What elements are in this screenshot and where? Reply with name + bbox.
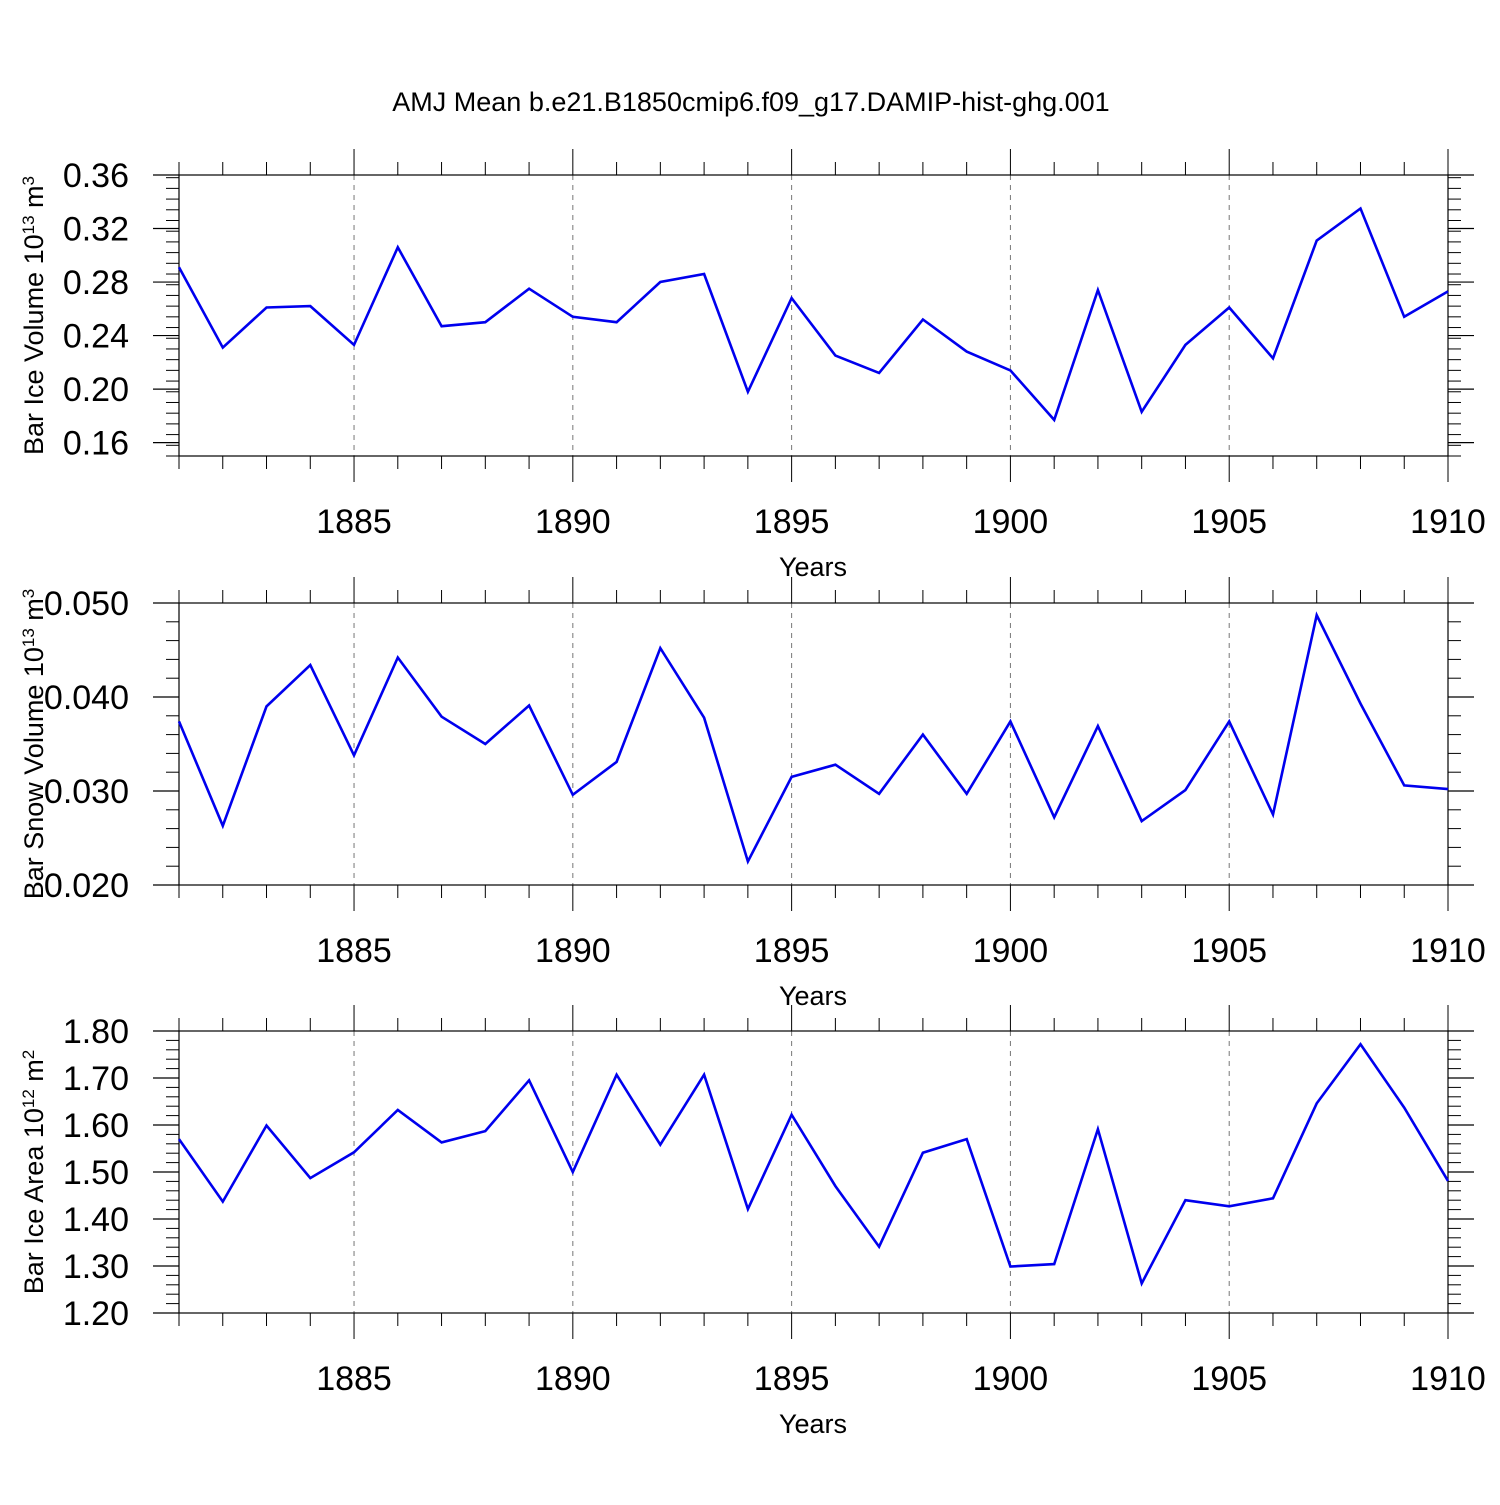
panel-2: 1885 1890 1895 1900 1905 1910 Years 0.020 0.030 0…	[19, 577, 1486, 1011]
x-tick-label: 1905	[1191, 932, 1267, 970]
y-tick-label: 1.80	[63, 1013, 129, 1051]
y-tick-label: 0.16	[63, 425, 129, 463]
series-line	[177, 1041, 1450, 1287]
x-tick-label: 1885	[316, 932, 392, 970]
x-tick-label: 1890	[535, 932, 611, 970]
y-tick-label: 1.60	[63, 1107, 129, 1145]
y-tick-label: 0.030	[44, 773, 129, 811]
y-tick-label: 0.32	[63, 211, 129, 249]
y-tick-label: 0.20	[63, 371, 129, 409]
y-axis-title: Bar Ice Area 1012 m2	[19, 1050, 50, 1295]
x-tick-label: 1900	[973, 1360, 1049, 1398]
y-tick-label: 1.40	[63, 1201, 129, 1239]
y-tick-label: 0.36	[63, 157, 129, 195]
plot-frame	[178, 174, 1449, 457]
y-tick-label: 0.24	[63, 318, 129, 356]
y-tick-label: 1.50	[63, 1154, 129, 1192]
x-tick-label: 1885	[316, 1360, 392, 1398]
x-tick-label: 1905	[1191, 503, 1267, 541]
x-tick-label: 1900	[973, 932, 1049, 970]
plot-frame	[178, 1030, 1449, 1314]
chart-title: AMJ Mean b.e21.B1850cmip6.f09_g17.DAMIP-…	[392, 87, 1109, 117]
x-tick-label: 1895	[754, 1360, 830, 1398]
y-tick-label: 1.20	[63, 1295, 129, 1333]
x-tick-label: 1895	[754, 503, 830, 541]
x-tick-label: 1895	[754, 932, 830, 970]
x-tick-label: 1910	[1410, 932, 1486, 970]
panel-3: 1885 1890 1895 1900 1905 1910 Years 1.20 1.30 1.4…	[19, 1005, 1486, 1439]
y-tick-label: 0.020	[44, 867, 129, 905]
y-tick-label: 0.28	[63, 264, 129, 302]
y-tick-label: 1.30	[63, 1248, 129, 1286]
y-tick-label: 1.70	[63, 1060, 129, 1098]
x-tick-label: 1890	[535, 1360, 611, 1398]
x-tick-label: 1890	[535, 503, 611, 541]
y-axis-title: Bar Snow Volume 1013 m3	[19, 589, 50, 900]
x-axis-title: Years	[779, 1409, 847, 1439]
x-axis-title: Years	[779, 552, 847, 582]
x-tick-label: 1905	[1191, 1360, 1267, 1398]
x-tick-label: 1910	[1410, 503, 1486, 541]
panel-1: 1885 1890 1895 1900 1905 1910 Years 0.16 0.20 0.2…	[19, 149, 1486, 582]
y-axis-title: Bar Ice Volume 1013 m3	[19, 176, 50, 455]
x-tick-label: 1900	[973, 503, 1049, 541]
series-line	[177, 611, 1449, 865]
x-tick-label: 1885	[316, 503, 392, 541]
x-axis-title: Years	[779, 981, 847, 1011]
y-tick-label: 0.050	[44, 585, 129, 623]
y-tick-label: 0.040	[44, 679, 129, 717]
series-line	[177, 206, 1449, 423]
x-tick-label: 1910	[1410, 1360, 1486, 1398]
plot-frame	[178, 602, 1449, 886]
